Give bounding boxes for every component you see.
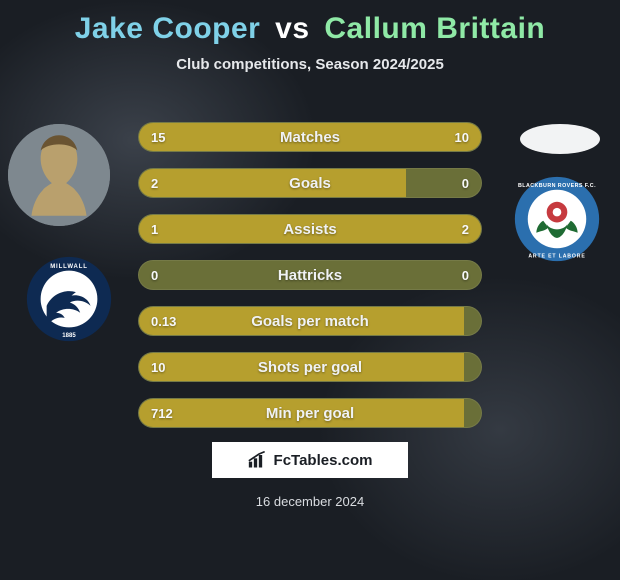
branding-text: FcTables.com <box>274 452 373 469</box>
branding-box: FcTables.com <box>212 442 408 478</box>
stat-row: Shots per goal10 <box>138 352 482 382</box>
blackburn-crest-icon: BLACKBURN ROVERS F.C. ARTE ET LABORE <box>514 176 600 262</box>
player2-photo-placeholder <box>520 124 600 154</box>
stat-label: Hattricks <box>139 261 481 289</box>
date-text: 16 december 2024 <box>0 494 620 509</box>
title-vs: vs <box>275 12 309 45</box>
svg-text:1885: 1885 <box>62 333 76 339</box>
stat-row: Matches1510 <box>138 122 482 152</box>
svg-text:ARTE ET LABORE: ARTE ET LABORE <box>528 254 585 260</box>
stat-row: Goals20 <box>138 168 482 198</box>
fctables-logo-icon <box>248 451 268 469</box>
player1-photo <box>8 124 110 226</box>
stat-value-right: 0 <box>450 169 481 197</box>
stat-bar-left <box>139 399 464 427</box>
player1-club-crest: MILLWALL 1885 <box>26 256 112 342</box>
title-player2: Callum Brittain <box>324 12 545 45</box>
title-player1: Jake Cooper <box>75 12 261 45</box>
stat-value-right: 0 <box>450 261 481 289</box>
stat-value-left: 0 <box>139 261 170 289</box>
svg-text:MILLWALL: MILLWALL <box>50 264 88 270</box>
stat-bar-right <box>344 123 481 151</box>
millwall-crest-icon: MILLWALL 1885 <box>26 256 112 342</box>
stat-row: Goals per match0.13 <box>138 306 482 336</box>
stat-row: Min per goal712 <box>138 398 482 428</box>
player1-silhouette-icon <box>8 124 110 226</box>
stat-row: Hattricks0 0 <box>138 260 482 290</box>
stat-row: Assists12 <box>138 214 482 244</box>
player2-club-crest: BLACKBURN ROVERS F.C. ARTE ET LABORE <box>514 176 600 262</box>
stat-bar-left <box>139 123 344 151</box>
page-title: Jake Cooper vs Callum Brittain <box>0 0 620 46</box>
stat-bar-left <box>139 307 464 335</box>
stats-bars: Matches1510Goals20Assists12Hattricks00Go… <box>138 122 482 444</box>
stat-bar-right <box>252 215 481 243</box>
stat-bar-left <box>139 353 464 381</box>
subtitle: Club competitions, Season 2024/2025 <box>0 56 620 73</box>
stat-bar-left <box>139 215 252 243</box>
stat-bar-left <box>139 169 406 197</box>
svg-text:BLACKBURN ROVERS F.C.: BLACKBURN ROVERS F.C. <box>518 183 596 189</box>
